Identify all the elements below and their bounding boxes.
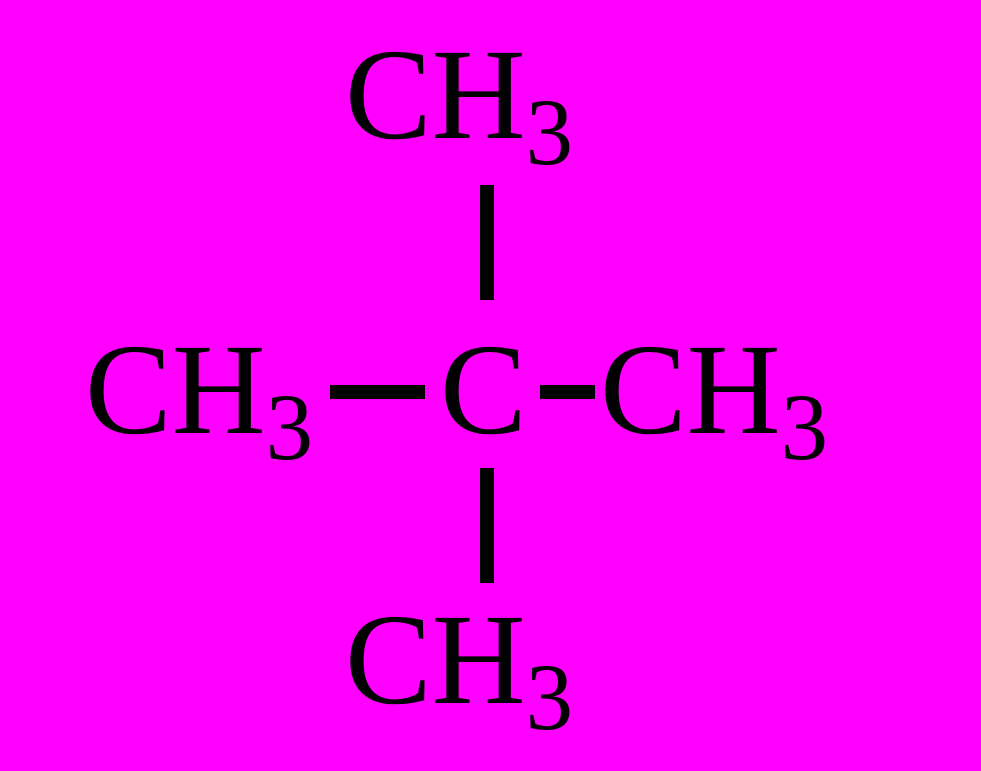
- atom-top-label: CH: [345, 30, 526, 160]
- atom-left: CH3: [85, 325, 313, 455]
- structure-canvas: C CH3 CH3 CH3 CH3: [0, 0, 981, 771]
- atom-center-label: C: [440, 325, 527, 455]
- atom-top: CH3: [345, 30, 573, 160]
- atom-left-label: CH: [85, 325, 266, 455]
- bond-top: [480, 185, 494, 300]
- bond-left: [330, 385, 425, 399]
- atom-bottom-label: CH: [345, 595, 526, 725]
- atom-center: C: [440, 325, 527, 455]
- atom-right-label: CH: [600, 325, 781, 455]
- atom-right: CH3: [600, 325, 828, 455]
- atom-bottom-subscript: 3: [526, 650, 574, 745]
- atom-top-subscript: 3: [526, 85, 574, 180]
- bond-right: [540, 385, 595, 399]
- atom-left-subscript: 3: [266, 380, 314, 475]
- bond-bottom: [480, 468, 494, 583]
- atom-bottom: CH3: [345, 595, 573, 725]
- atom-right-subscript: 3: [781, 380, 829, 475]
